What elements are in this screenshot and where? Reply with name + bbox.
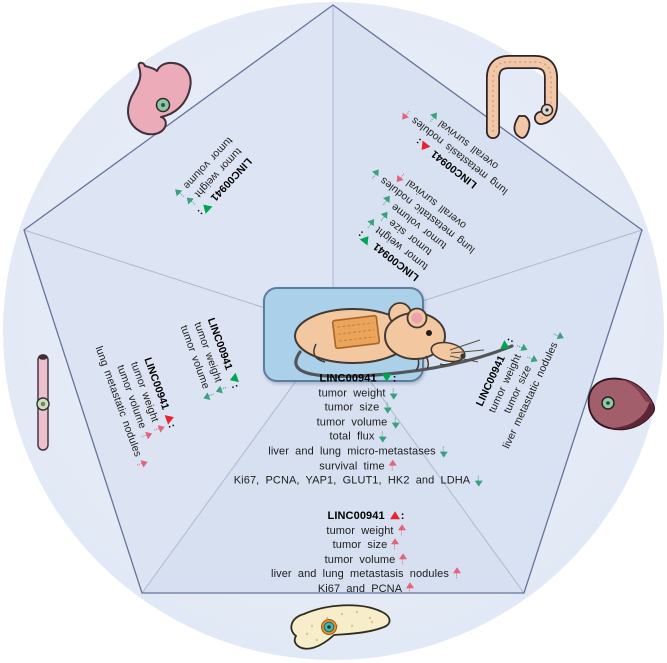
finding-label: tumor volume [324, 554, 396, 566]
section-colorectal [333, 5, 642, 330]
arrow-down-icon [426, 111, 439, 125]
finding-line: liver and lung micro-metastases [234, 444, 483, 459]
section-gastric [24, 5, 333, 330]
finding-line: tumor weight [271, 523, 461, 538]
arrow-down-icon [439, 446, 448, 458]
arrow-up-icon [152, 423, 165, 434]
finding-label: tumor size [332, 539, 388, 552]
arrow-up-icon [391, 538, 400, 550]
mouse-nose [460, 353, 466, 359]
finding-line: survival time [234, 458, 483, 473]
finding-line: tumor size [234, 400, 483, 415]
arrow-down-icon [525, 353, 538, 365]
colon-icon [486, 55, 558, 139]
finding-line: tumor volume [234, 414, 483, 429]
finding-line: Ki67 and PCNA [271, 581, 461, 596]
arrow-down-icon [378, 431, 387, 443]
arrow-up-icon [139, 430, 152, 441]
arrow-down-icon [474, 475, 483, 487]
finding-line: liver and lung metastasis nodules [271, 567, 461, 582]
finding-label: tumor size [324, 401, 380, 414]
finding-label: total flux [329, 431, 375, 443]
arrow-down-icon [515, 341, 528, 353]
finding-line: tumor volume [271, 552, 461, 567]
finding-label: tumor weight [326, 524, 394, 537]
block-title: LINC00941: [327, 510, 405, 523]
arrow-down-icon [383, 402, 392, 414]
pentagon-outline [23, 4, 643, 594]
arrow-up-icon [406, 582, 415, 594]
finding-label: Ki67, PCNA, YAP1, GLUT1, HK2 and LDHA [233, 474, 471, 487]
arrow-up-icon [399, 553, 408, 565]
finding-line: total flux [234, 429, 483, 444]
arrow-down-icon [391, 416, 400, 429]
arrow-down-icon [389, 387, 398, 400]
arrow-up-icon [452, 567, 461, 580]
block-title: LINC00941: [319, 372, 397, 385]
finding-label: tumor weight [318, 387, 386, 400]
finding-line: tumor weight [234, 385, 483, 400]
finding-line: tumor size [271, 537, 461, 552]
mouse-icon [294, 302, 514, 378]
finding-label: Ki67 and PCNA [317, 583, 403, 596]
finding-label: liver and lung metastasis nodules [271, 568, 449, 581]
arrow-down-icon [377, 210, 390, 224]
mouse-tail [294, 344, 514, 378]
stomach-icon [127, 61, 192, 136]
section-esophageal [24, 230, 333, 593]
rectum [513, 115, 531, 139]
findings-pancreatic-up: LINC00941: tumor weight tumor size tumor vo… [271, 510, 461, 596]
gene-label: LINC00941 [327, 510, 385, 523]
esophagus-icon [36, 354, 50, 451]
tumor-patch [331, 314, 381, 350]
mouse-eye [426, 330, 432, 336]
triangle-up-icon [389, 511, 400, 520]
liver-icon [587, 377, 655, 431]
gene-label: LINC00941 [319, 372, 377, 385]
findings-pancreatic-down: LINC00941: tumor weight tumor size tumor vo… [234, 373, 483, 488]
pancreas-icon [290, 604, 391, 650]
arrow-down-icon [364, 217, 377, 231]
finding-label: tumor volume [316, 416, 388, 429]
finding-label: liver and lung micro-metastases [268, 445, 436, 458]
finding-label: survival time [319, 460, 385, 473]
triangle-down-icon [381, 373, 392, 382]
section-pancreatic [142, 330, 524, 593]
arrow-down-icon [215, 384, 228, 395]
arrow-up-icon [388, 459, 397, 471]
arrow-up-icon [397, 523, 406, 536]
mouse-whiskers [449, 339, 485, 363]
finding-line: Ki67, PCNA, YAP1, GLUT1, HK2 and LDHA [234, 473, 483, 488]
